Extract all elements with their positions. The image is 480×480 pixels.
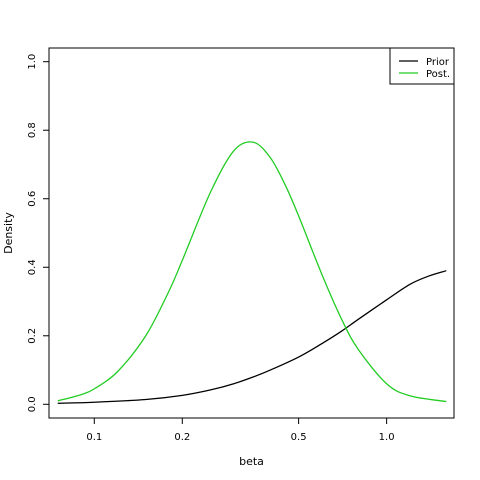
- y-tick-label: 0.2: [27, 328, 38, 344]
- plot-lines: [57, 141, 447, 404]
- series-line-prior: [57, 270, 447, 404]
- y-tick-label: 1.0: [27, 54, 38, 70]
- x-axis-label: beta: [239, 455, 264, 468]
- y-tick-label: 0.6: [27, 191, 38, 207]
- y-axis-label: Density: [2, 212, 15, 254]
- x-tick-label: 1.0: [379, 432, 395, 443]
- y-axis: 0.0 0.2 0.4 0.6 0.8 1.0: [27, 54, 49, 412]
- legend-label-prior: Prior: [426, 57, 450, 68]
- y-tick-label: 0.0: [27, 396, 38, 412]
- series-line-post: [57, 141, 447, 403]
- legend: Prior Post.: [389, 47, 455, 85]
- x-tick-label: 0.2: [174, 432, 190, 443]
- x-tick-label: 0.5: [291, 432, 307, 443]
- y-tick-label: 0.4: [27, 259, 38, 275]
- plot-frame: [48, 47, 455, 419]
- x-tick-label: 0.1: [86, 432, 102, 443]
- x-axis: 0.1 0.2 0.5 1.0: [86, 418, 395, 443]
- legend-label-post: Post.: [426, 69, 450, 80]
- legend-box: [389, 47, 455, 85]
- y-tick-label: 0.8: [27, 122, 38, 138]
